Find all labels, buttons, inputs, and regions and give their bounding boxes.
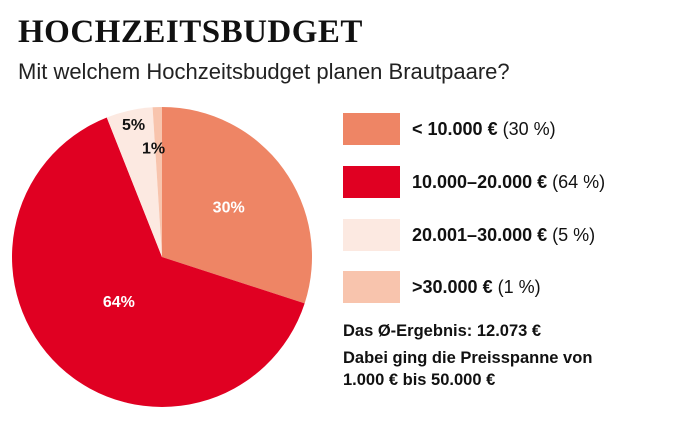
legend-range: 20.001–30.000 € [412, 225, 548, 245]
legend-swatch [343, 113, 400, 145]
average-note: Das Ø-Ergebnis: 12.073 € [343, 322, 542, 340]
legend-label: < 10.000 € (30 %) [412, 118, 556, 140]
legend-item-20001-30000: 20.001–30.000 € (5 %) [343, 219, 595, 251]
legend-item-over-30000: >30.000 € (1 %) [343, 271, 541, 303]
legend-share: (64 %) [552, 172, 606, 192]
pie-slice [162, 107, 313, 304]
legend-swatch [343, 219, 400, 251]
pie-slice-label: 30% [213, 200, 245, 217]
pie-slice-label: 1% [142, 140, 165, 157]
legend-range: >30.000 € [412, 277, 493, 297]
legend-share: (30 %) [502, 119, 556, 139]
legend-share: (5 %) [552, 225, 596, 245]
range-note-line-1: Dabei ging die Preisspanne von [343, 349, 593, 367]
legend-range: < 10.000 € [412, 119, 498, 139]
pie-slice-label: 5% [122, 117, 145, 134]
footnote: Das Ø-Ergebnis: 12.073 € Dabei ging die … [343, 320, 673, 391]
chart-title: HOCHZEITSBUDGET [18, 14, 363, 50]
range-note-line-2: 1.000 € bis 50.000 € [343, 371, 496, 389]
legend-label: 10.000–20.000 € (64 %) [412, 171, 605, 193]
legend-item-10000-20000: 10.000–20.000 € (64 %) [343, 166, 605, 198]
legend-swatch [343, 271, 400, 303]
pie-slice-label: 64% [103, 294, 135, 311]
legend-label: >30.000 € (1 %) [412, 276, 541, 298]
pie-slice [152, 107, 162, 257]
legend-range: 10.000–20.000 € [412, 172, 548, 192]
legend-label: 20.001–30.000 € (5 %) [412, 224, 595, 246]
legend-item-under-10000: < 10.000 € (30 %) [343, 113, 556, 145]
pie-chart: 30% 64% 5% 1% [12, 107, 313, 407]
pie-slice [106, 107, 162, 257]
legend-swatch [343, 166, 400, 198]
pie-slice [12, 117, 305, 407]
chart-subtitle: Mit welchem Hochzeitsbudget planen Braut… [18, 59, 510, 84]
legend-share: (1 %) [497, 277, 541, 297]
